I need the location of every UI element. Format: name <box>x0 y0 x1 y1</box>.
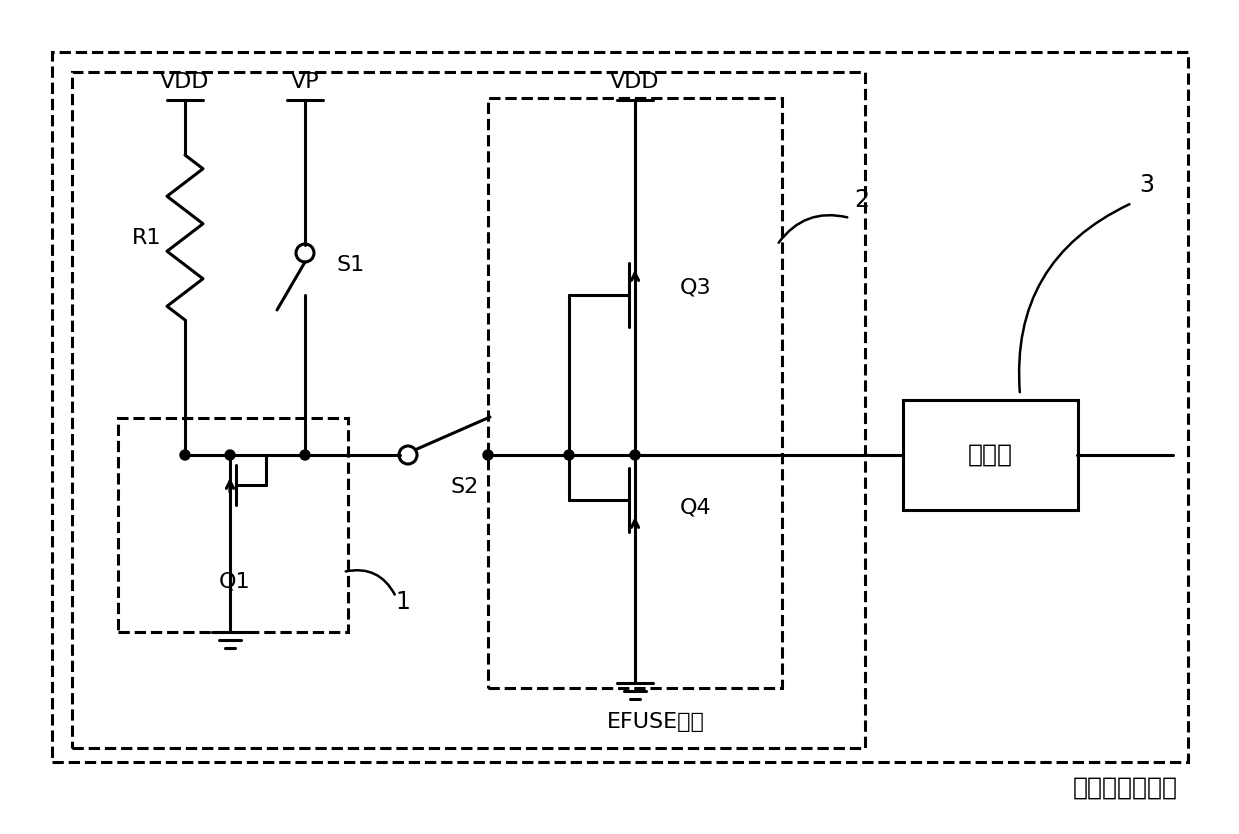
Circle shape <box>483 450 493 460</box>
Text: 2: 2 <box>855 188 870 212</box>
Text: EFUSE电路: EFUSE电路 <box>607 712 705 732</box>
Text: VDD: VDD <box>160 72 209 92</box>
Text: 可编程存储装置: 可编程存储装置 <box>1073 776 1178 800</box>
Text: S2: S2 <box>450 477 478 497</box>
Text: 1: 1 <box>395 590 410 614</box>
Circle shape <box>300 450 310 460</box>
Text: VP: VP <box>291 72 320 92</box>
Text: Q4: Q4 <box>680 498 711 518</box>
Circle shape <box>225 450 235 460</box>
Text: Q3: Q3 <box>680 277 711 297</box>
Circle shape <box>180 450 190 460</box>
Text: 3: 3 <box>1140 173 1155 197</box>
Circle shape <box>629 450 641 460</box>
Text: Q1: Q1 <box>219 572 250 592</box>
Text: 锁存器: 锁存器 <box>968 443 1012 467</box>
Circle shape <box>564 450 574 460</box>
Text: S1: S1 <box>337 255 366 275</box>
Text: VDD: VDD <box>611 72 659 92</box>
Text: R1: R1 <box>133 228 162 248</box>
